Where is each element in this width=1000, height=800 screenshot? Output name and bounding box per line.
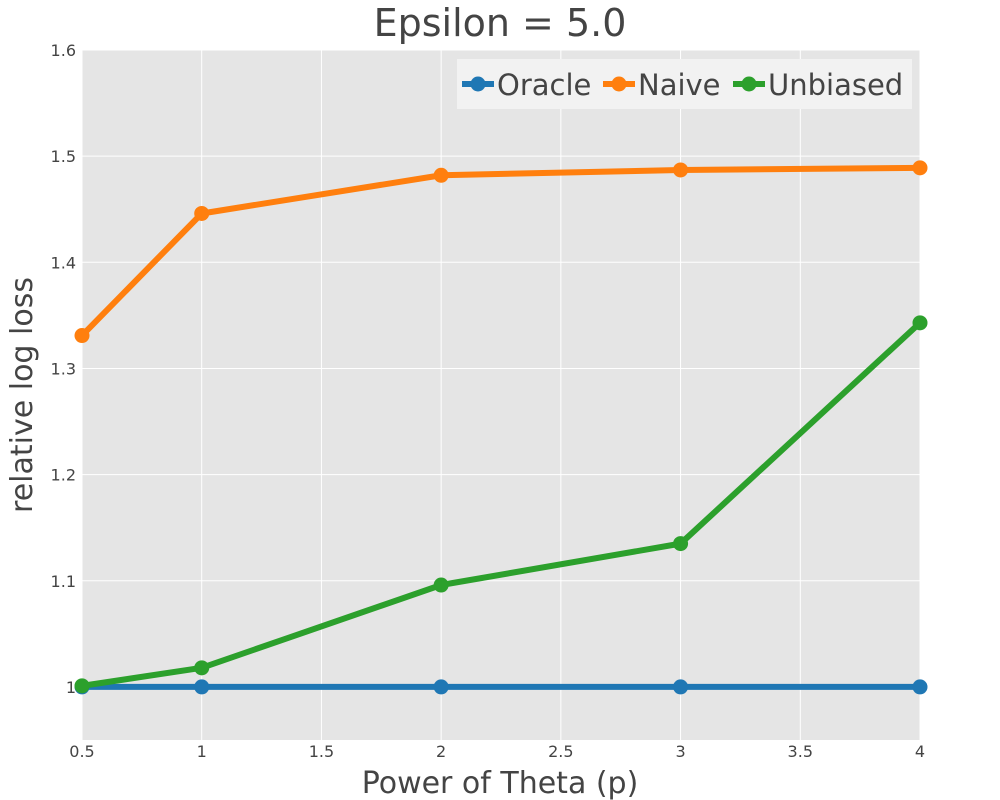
plot-background [82, 50, 920, 740]
data-point-oracle [673, 679, 689, 695]
chart-title: Epsilon = 5.0 [374, 1, 627, 45]
data-point-unbiased [433, 577, 449, 593]
legend-swatch-marker [611, 76, 627, 92]
x-tick-label: 0.5 [69, 742, 94, 761]
x-axis-ticks: 0.5 1 1.5 2 2.5 3 3.5 4 [69, 742, 925, 761]
data-point-oracle [433, 679, 449, 695]
data-point-unbiased [912, 315, 928, 331]
y-tick-label: 1.6 [51, 41, 76, 60]
legend-label: Naive [638, 68, 721, 102]
data-point-naive [433, 167, 449, 183]
legend-swatch-marker [470, 76, 486, 92]
y-tick-label: 1.1 [51, 572, 76, 591]
data-point-naive [912, 160, 928, 176]
data-point-oracle [194, 679, 210, 695]
series-group [74, 160, 928, 695]
legend-item-oracle[interactable]: Oracle [462, 68, 591, 102]
data-point-unbiased [74, 678, 90, 694]
x-tick-label: 3.5 [788, 742, 813, 761]
data-point-unbiased [194, 660, 210, 676]
legend-swatch-marker [741, 76, 757, 92]
data-point-unbiased [673, 536, 689, 552]
data-point-naive [673, 162, 689, 178]
y-tick-label: 1.4 [51, 253, 76, 272]
y-tick-label: 1 [66, 678, 76, 697]
legend-item-naive[interactable]: Naive [603, 68, 721, 102]
y-tick-label: 1.5 [51, 147, 76, 166]
y-tick-label: 1.2 [51, 466, 76, 485]
y-axis-ticks: 1 1.1 1.2 1.3 1.4 1.5 1.6 [51, 41, 76, 697]
x-tick-label: 4 [915, 742, 925, 761]
legend-background [457, 59, 912, 109]
legend-label: Oracle [497, 68, 591, 102]
x-tick-label: 3 [675, 742, 685, 761]
x-tick-label: 1 [197, 742, 207, 761]
y-tick-label: 1.3 [51, 359, 76, 378]
y-axis-label: relative log loss [5, 277, 40, 513]
data-point-oracle [912, 679, 928, 695]
legend-label: Unbiased [768, 68, 903, 102]
data-point-naive [194, 205, 210, 221]
data-point-naive [74, 328, 90, 344]
series-naive [74, 160, 928, 344]
series-unbiased [74, 315, 928, 694]
x-tick-label: 1.5 [309, 742, 334, 761]
x-axis-label: Power of Theta (p) [362, 766, 639, 800]
x-tick-label: 2.5 [548, 742, 573, 761]
x-tick-label: 2 [436, 742, 446, 761]
legend-item-unbiased[interactable]: Unbiased [733, 68, 903, 102]
legend: Oracle Naive Unbiased [457, 59, 912, 109]
